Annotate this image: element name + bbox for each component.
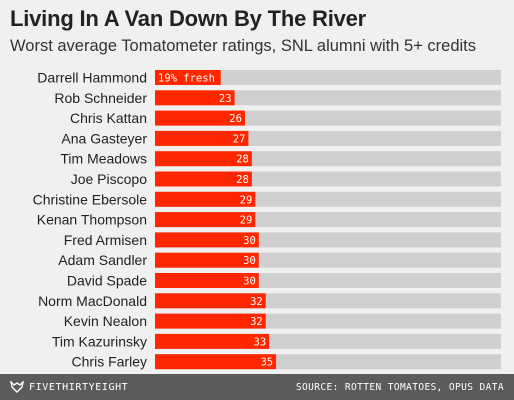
- category-label: Tim Meadows: [60, 151, 147, 167]
- data-label: 35: [260, 357, 273, 369]
- category-label: Chris Kattan: [70, 110, 147, 126]
- bar: [155, 293, 266, 309]
- bar: [155, 171, 252, 187]
- data-label: 27: [233, 133, 246, 145]
- bar-chart: Darrell Hammond 19% fresh Rob Schneider 23 C…: [33, 70, 501, 370]
- category-label: David Spade: [67, 273, 147, 289]
- category-label: Norm MacDonald: [38, 293, 147, 309]
- category-label: Fred Armisen: [64, 232, 147, 248]
- category-label: Chris Farley: [72, 354, 147, 370]
- bar: [155, 191, 256, 207]
- footer-bar: FIVETHIRTYEIGHT SOURCE: ROTTEN TOMATOES,…: [0, 374, 514, 400]
- category-label: Joe Piscopo: [71, 171, 147, 187]
- category-label: Adam Sandler: [58, 252, 147, 268]
- data-label: 23: [219, 93, 232, 105]
- category-label: Ana Gasteyer: [61, 130, 147, 146]
- category-label: Rob Schneider: [54, 90, 147, 106]
- data-label: 19% fresh: [158, 73, 215, 85]
- category-label: Kenan Thompson: [37, 212, 147, 228]
- data-label: 26: [229, 113, 242, 125]
- data-label: 30: [243, 276, 256, 288]
- category-label: Darrell Hammond: [37, 70, 147, 86]
- brand: FIVETHIRTYEIGHT: [10, 381, 128, 393]
- bar: [155, 70, 221, 85]
- category-label: Kevin Nealon: [64, 313, 147, 329]
- bar: [155, 232, 259, 248]
- category-label: Christine Ebersole: [33, 191, 148, 207]
- source-note: SOURCE: ROTTEN TOMATOES, OPUS DATA: [295, 382, 504, 393]
- bar-track: [155, 70, 501, 85]
- data-label: 29: [240, 215, 253, 227]
- bar: [155, 354, 277, 370]
- bar: [155, 313, 266, 329]
- data-label: 29: [240, 194, 253, 206]
- data-label: 28: [236, 154, 249, 166]
- bar: [155, 110, 245, 126]
- chart-subtitle: Worst average Tomatometer ratings, SNL a…: [10, 37, 477, 55]
- brand-name: FIVETHIRTYEIGHT: [29, 381, 129, 393]
- bar-track: [155, 90, 501, 106]
- category-label: Tim Kazurinsky: [52, 333, 147, 349]
- data-label: 30: [243, 235, 256, 247]
- fivethirtyeight-fox-icon: [10, 381, 24, 393]
- bar: [155, 273, 259, 288]
- bar: [155, 90, 235, 106]
- bar: [155, 151, 252, 167]
- data-label: 33: [254, 336, 267, 348]
- chart-title: Living In A Van Down By The River: [10, 6, 367, 31]
- bar: [155, 333, 270, 349]
- data-label: 32: [250, 296, 263, 308]
- data-label: 32: [250, 316, 263, 328]
- data-label: 28: [236, 174, 249, 186]
- bar: [155, 212, 256, 228]
- bar: [155, 130, 249, 146]
- data-label: 30: [243, 255, 256, 267]
- bar: [155, 252, 259, 268]
